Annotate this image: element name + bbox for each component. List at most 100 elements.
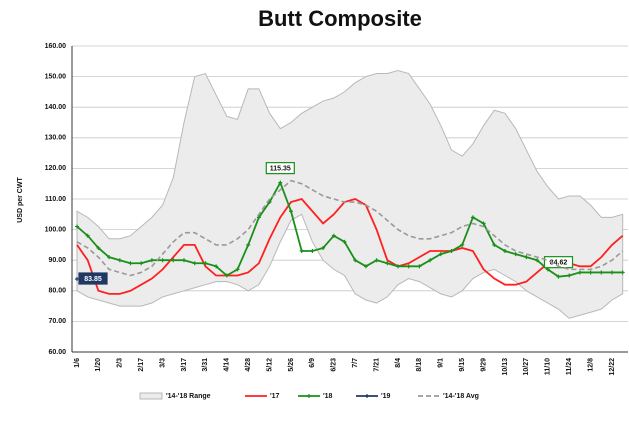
y-tick-label: 70.00	[48, 318, 66, 325]
x-tick-label: 11/24	[566, 358, 573, 375]
y-tick-label: 90.00	[48, 257, 66, 264]
marker	[289, 209, 293, 214]
legend-label: '18	[323, 393, 333, 400]
marker	[182, 258, 186, 263]
marker	[599, 270, 604, 275]
marker	[149, 258, 154, 263]
data-label-box	[78, 272, 108, 285]
y-tick-label: 140.00	[45, 104, 67, 111]
x-tick-label: 4/14	[224, 358, 231, 372]
x-tick-label: 3/17	[181, 358, 188, 372]
legend-label: '19	[381, 393, 391, 400]
y-axis-label: USD per CWT	[17, 177, 24, 223]
marker	[75, 277, 79, 282]
legend-swatch	[139, 392, 163, 400]
marker	[428, 258, 433, 263]
x-tick-label: 3/31	[202, 358, 209, 372]
x-tick-label: 7/21	[373, 358, 380, 372]
marker	[214, 264, 219, 269]
x-tick-label: 10/13	[502, 358, 509, 376]
y-tick-label: 60.00	[48, 349, 66, 356]
marker	[535, 258, 540, 263]
marker	[278, 180, 283, 185]
x-tick-label: 8/18	[416, 358, 423, 372]
x-tick-label: 8/4	[395, 358, 402, 368]
marker	[492, 242, 497, 247]
legend-marker	[307, 394, 311, 398]
marker	[513, 252, 518, 257]
marker	[620, 270, 625, 275]
x-tick-label: 5/26	[288, 358, 295, 372]
x-tick-label: 4/28	[245, 358, 252, 372]
y-tick-label: 130.00	[45, 135, 67, 142]
marker	[588, 270, 593, 275]
y-tick-label: 100.00	[45, 226, 67, 233]
x-tick-label: 12/22	[609, 358, 616, 376]
marker	[192, 261, 197, 266]
marker	[353, 258, 358, 263]
marker	[96, 245, 101, 250]
marker	[610, 270, 614, 275]
marker	[417, 264, 422, 269]
marker	[117, 258, 122, 263]
legend-marker	[365, 394, 369, 398]
data-label: 83.85	[84, 276, 102, 283]
x-tick-label: 1/20	[95, 358, 102, 372]
data-label-box	[265, 162, 295, 175]
marker	[171, 258, 176, 263]
x-tick-label: 3/3	[159, 358, 166, 368]
marker	[460, 242, 465, 247]
x-tick-label: 1/6	[74, 358, 81, 368]
marker	[139, 261, 144, 266]
y-tick-label: 150.00	[45, 73, 67, 80]
x-tick-label: 6/23	[331, 358, 338, 372]
x-tick-label: 12/8	[587, 358, 594, 372]
marker	[503, 249, 507, 254]
marker	[246, 242, 251, 247]
marker	[481, 221, 486, 226]
legend-label: '17	[270, 393, 280, 400]
x-tick-label: 7/7	[352, 358, 359, 368]
marker	[299, 249, 304, 254]
y-tick-label: 110.00	[45, 196, 66, 203]
series-line	[76, 180, 623, 278]
x-tick-label: 9/1	[438, 358, 445, 368]
marker	[363, 264, 368, 269]
marker	[438, 252, 443, 257]
marker	[396, 264, 400, 269]
legend-label: '14-'18 Range	[166, 393, 211, 400]
marker	[107, 255, 112, 260]
x-tick-label: 9/15	[459, 358, 466, 372]
x-tick-label: 10/27	[523, 358, 530, 376]
legend-label: '14-'18 Avg	[443, 393, 479, 400]
marker	[256, 215, 261, 220]
data-label-box	[543, 256, 574, 269]
marker	[342, 239, 347, 244]
marker	[75, 224, 79, 229]
x-tick-label: 6/9	[309, 358, 316, 368]
marker	[321, 245, 326, 250]
y-tick-label: 160.00	[45, 43, 67, 50]
marker	[556, 274, 561, 279]
marker	[385, 261, 390, 266]
marker	[85, 233, 90, 238]
marker	[567, 273, 572, 278]
data-label: 115.35	[270, 165, 291, 172]
range-band	[76, 69, 624, 319]
marker	[160, 258, 165, 263]
marker	[449, 249, 454, 254]
y-tick-label: 120.00	[45, 165, 67, 172]
x-tick-label: 11/10	[545, 358, 552, 375]
marker	[310, 249, 315, 254]
marker	[406, 264, 411, 269]
x-tick-label: 2/3	[117, 358, 124, 368]
series-line	[76, 179, 624, 277]
marker	[524, 255, 529, 260]
marker	[128, 261, 133, 266]
data-label: 84.62	[550, 260, 568, 267]
series-line	[76, 197, 624, 295]
y-tick-label: 80.00	[48, 288, 66, 295]
marker	[331, 233, 336, 238]
